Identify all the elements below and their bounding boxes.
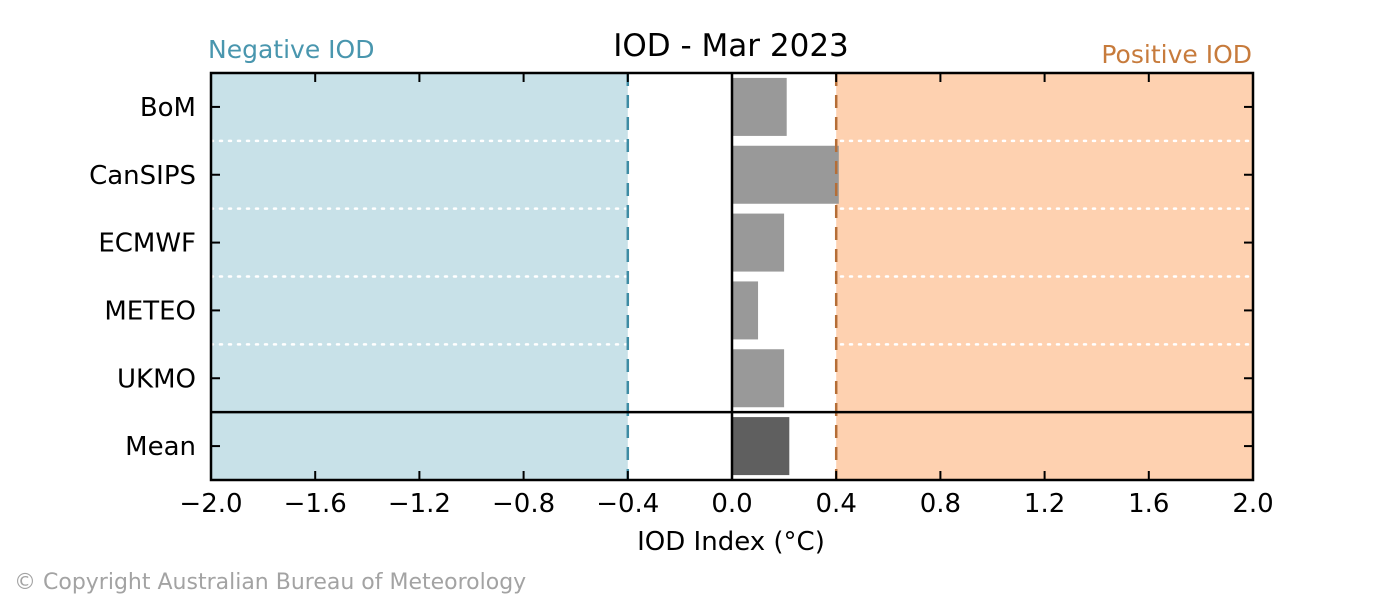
y-tick-label-ukmo: UKMO bbox=[117, 364, 196, 394]
positive-iod-label: Positive IOD bbox=[1101, 40, 1252, 69]
x-tick-label: −0.8 bbox=[492, 489, 555, 519]
x-tick-label: −1.2 bbox=[388, 489, 451, 519]
y-tick-label-meteo: METEO bbox=[104, 296, 196, 326]
bar-mean bbox=[732, 417, 790, 476]
y-tick-label-bom: BoM bbox=[140, 93, 196, 123]
x-tick-label: 2.0 bbox=[1232, 489, 1273, 519]
plot-area: −2.0 −1.6 −1.2 −0.8 −0.4 0.0 0.4 0.8 1.2 1.6 2.0 Bo… bbox=[89, 71, 1274, 519]
positive-iod-region bbox=[836, 73, 1253, 480]
x-tick-label: −1.6 bbox=[284, 489, 347, 519]
y-tick-label-mean: Mean bbox=[125, 432, 196, 462]
x-tick-label: 0.0 bbox=[711, 489, 752, 519]
x-tick-label: −2.0 bbox=[179, 489, 242, 519]
x-axis-label: IOD Index (°C) bbox=[637, 527, 825, 557]
bar-ukmo bbox=[732, 349, 785, 408]
bar-meteo bbox=[732, 281, 759, 340]
x-tick-label: −0.4 bbox=[596, 489, 659, 519]
chart-title: IOD - Mar 2023 bbox=[613, 28, 849, 64]
negative-iod-label: Negative IOD bbox=[208, 35, 374, 64]
bar-ecmwf bbox=[732, 213, 785, 272]
x-tick-label: 0.8 bbox=[920, 489, 961, 519]
bar-cansips bbox=[732, 145, 839, 204]
copyright-text: © Copyright Australian Bureau of Meteoro… bbox=[14, 570, 526, 595]
y-tick-label-cansips: CanSIPS bbox=[89, 161, 196, 191]
x-tick-label: 0.4 bbox=[816, 489, 857, 519]
y-tick-label-ecmwf: ECMWF bbox=[98, 229, 196, 259]
x-tick-label: 1.2 bbox=[1024, 489, 1065, 519]
x-tick-label: 1.6 bbox=[1128, 489, 1169, 519]
bar-bom bbox=[732, 77, 787, 136]
